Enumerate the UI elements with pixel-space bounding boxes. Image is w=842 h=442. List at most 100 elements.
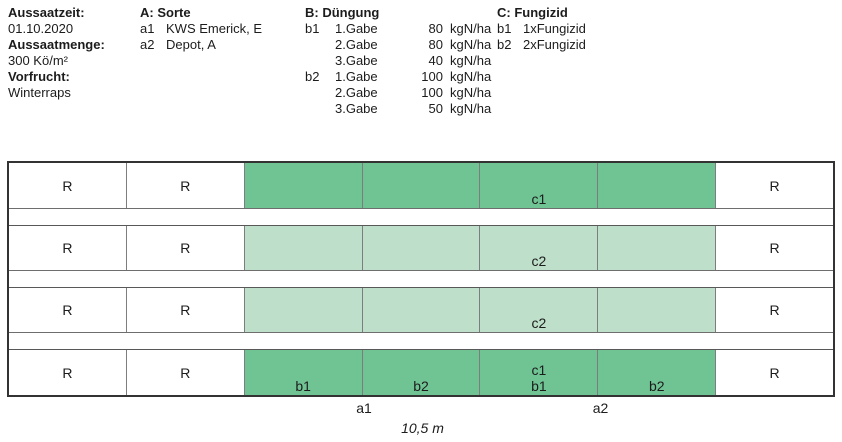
plot-cell xyxy=(244,288,363,332)
plot-cell-label: R xyxy=(180,302,191,318)
plot-cell-label: c1 b1 xyxy=(531,362,547,394)
plot-cell-label: R xyxy=(180,177,191,194)
spacer-row xyxy=(9,209,833,225)
plot-cell-label: R xyxy=(769,302,780,318)
scale-label: 10,5 m xyxy=(401,420,444,436)
info-label-vorfrucht: Vorfrucht: xyxy=(8,69,70,84)
plot-cell-r: R xyxy=(716,226,834,270)
factor-b-key xyxy=(305,101,335,117)
plot-cell xyxy=(598,226,717,270)
plot-cell-c2: c2 xyxy=(480,288,599,332)
plot-cell-label: c2 xyxy=(531,253,547,269)
factor-b-gabe: 2.Gabe xyxy=(335,85,378,100)
plot-cell-b2: b2 xyxy=(598,350,717,395)
factor-c-key: b2 xyxy=(497,37,512,52)
legend-factor-b: B: Düngung b1 1.Gabe 80 kgN/ha 2.Gabe 80… xyxy=(305,5,541,117)
plot-cell-label: R xyxy=(62,302,73,318)
plot-cell xyxy=(598,288,717,332)
factor-b-amount: 100 xyxy=(421,85,443,100)
spacer-row xyxy=(9,333,833,349)
factor-b-item: b1 1.Gabe 80 kgN/ha xyxy=(305,21,541,37)
plot-cell-r: R xyxy=(9,288,127,332)
factor-c-item: b1 1xFungizid xyxy=(497,21,647,37)
info-value-vorfrucht: Winterraps xyxy=(8,85,71,100)
factor-b-amount: 80 xyxy=(428,21,443,36)
factor-b-gabe: 3.Gabe xyxy=(335,53,378,68)
plot-cell-c1: c1 xyxy=(480,163,599,208)
factor-b-unit: kgN/ha xyxy=(450,101,492,116)
group-label-a2: a2 xyxy=(592,400,609,416)
factor-c-key: b1 xyxy=(497,21,512,36)
spacer-row xyxy=(9,271,833,287)
factor-b-key xyxy=(305,53,335,69)
factor-c-value: 1xFungizid xyxy=(523,21,586,36)
plot-cell-r: R xyxy=(9,226,127,270)
factor-a-key: a1 xyxy=(140,21,155,36)
factor-c-value: 2xFungizid xyxy=(523,37,586,52)
factor-b-key: b2 xyxy=(305,69,320,84)
factor-b-unit: kgN/ha xyxy=(450,37,492,52)
legend-info-column: Aussaatzeit: 01.10.2020 Aussaatmenge: 30… xyxy=(8,5,136,101)
plot-cell-label: R xyxy=(180,364,191,381)
plot-cell-label: R xyxy=(62,240,73,256)
factor-b-item: 2.Gabe 100 kgN/ha xyxy=(305,85,541,101)
factor-b-unit: kgN/ha xyxy=(450,69,492,84)
factor-b-gabe: 1.Gabe xyxy=(335,69,378,84)
plot-cell-label: R xyxy=(769,177,780,194)
plot-cell-label: b2 xyxy=(648,378,665,394)
factor-a-title: A: Sorte xyxy=(140,5,191,20)
factor-b-gabe: 3.Gabe xyxy=(335,101,378,116)
plot-cell-c2: c2 xyxy=(480,226,599,270)
factor-a-value: KWS Emerick, E xyxy=(166,21,263,36)
legend-factor-c: C: Fungizid b1 1xFungizid b2 2xFungizid xyxy=(497,5,647,53)
factor-a-value: Depot, A xyxy=(166,37,216,52)
factor-b-unit: kgN/ha xyxy=(450,53,492,68)
plot-cell xyxy=(362,163,481,208)
plot-cell-c1-b1: c1 b1 xyxy=(480,350,599,395)
plot-cell-label: R xyxy=(62,177,73,194)
plot-cell-r: R xyxy=(126,226,245,270)
factor-a-item: a1 KWS Emerick, E xyxy=(140,21,310,37)
factor-b-gabe: 2.Gabe xyxy=(335,37,378,52)
factor-a-key: a2 xyxy=(140,37,155,52)
factor-c-item: b2 2xFungizid xyxy=(497,37,647,53)
factor-b-item: 3.Gabe 50 kgN/ha xyxy=(305,101,541,117)
plot-cell-r: R xyxy=(9,163,127,208)
plot-cell-label: c2 xyxy=(531,315,547,331)
factor-b-item: b2 1.Gabe 100 kgN/ha xyxy=(305,69,541,85)
factor-b-amount: 80 xyxy=(428,37,443,52)
plot-cell xyxy=(598,163,717,208)
legend-factor-a: A: Sorte a1 KWS Emerick, E a2 Depot, A xyxy=(140,5,310,53)
factor-b-amount: 50 xyxy=(428,101,443,116)
plot-cell xyxy=(362,226,481,270)
plot-cell-label: b1 xyxy=(295,378,311,394)
factor-b-unit: kgN/ha xyxy=(450,85,492,100)
factor-b-amount: 100 xyxy=(421,69,443,84)
plot-cell-label: R xyxy=(769,364,780,381)
plot-cell-r: R xyxy=(716,163,834,208)
factor-b-key: b1 xyxy=(305,21,320,36)
plot-cell-label: R xyxy=(62,364,73,381)
plot-cell-r: R xyxy=(126,163,245,208)
plot-cell-label: c1 xyxy=(531,191,547,207)
plot-cell-b1: b1 xyxy=(244,350,363,395)
factor-b-key xyxy=(305,85,335,101)
factor-b-gabe: 1.Gabe xyxy=(335,21,378,36)
factor-b-unit: kgN/ha xyxy=(450,21,492,36)
factor-b-title: B: Düngung xyxy=(305,5,380,20)
factor-b-item: 2.Gabe 80 kgN/ha xyxy=(305,37,541,53)
plot-cell-r: R xyxy=(9,350,127,395)
factor-b-amount: 40 xyxy=(428,53,443,68)
plot-cell-r: R xyxy=(716,288,834,332)
info-value-aussaatzeit: 01.10.2020 xyxy=(8,21,74,36)
group-label-a1: a1 xyxy=(356,400,372,416)
info-value-aussaatmenge: 300 Kö/m² xyxy=(8,53,68,68)
factor-c-title: C: Fungizid xyxy=(497,5,568,20)
plot-cell-label: b2 xyxy=(413,378,429,394)
plot-cell xyxy=(244,226,363,270)
plot-cell-r: R xyxy=(716,350,834,395)
